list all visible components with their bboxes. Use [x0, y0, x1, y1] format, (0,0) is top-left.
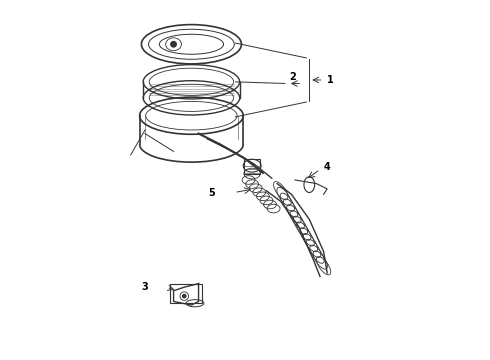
Circle shape — [182, 294, 186, 298]
Text: 4: 4 — [323, 162, 330, 172]
Text: 3: 3 — [142, 282, 148, 292]
Circle shape — [171, 41, 176, 47]
Text: 5: 5 — [208, 188, 215, 198]
Text: 1: 1 — [327, 75, 334, 85]
Bar — [244, 159, 260, 174]
Text: 2: 2 — [290, 72, 296, 82]
Bar — [170, 284, 202, 303]
